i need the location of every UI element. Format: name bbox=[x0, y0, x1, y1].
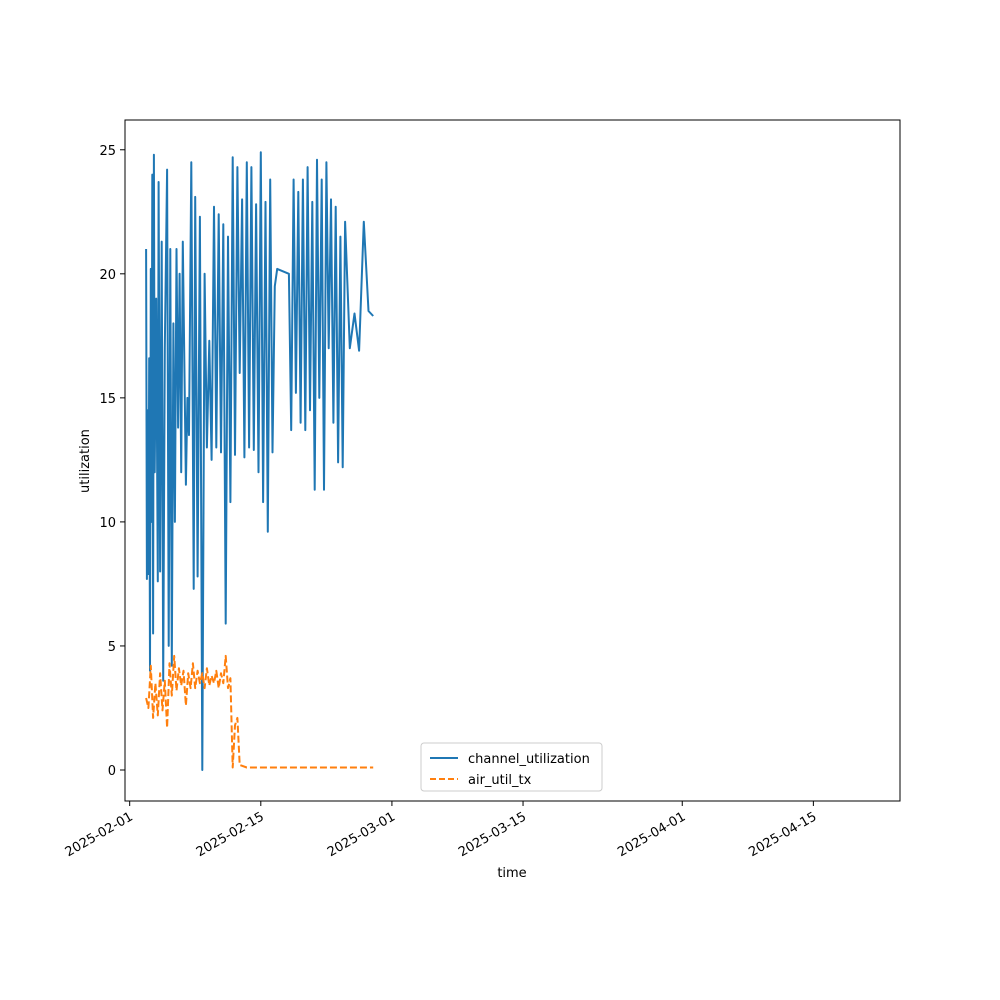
x-tick-label: 2025-04-15 bbox=[746, 809, 819, 860]
series-line-channel-utilization bbox=[145, 151, 374, 771]
y-axis: 0 5 10 15 20 25 bbox=[99, 144, 125, 779]
legend: channel_utilization air_util_tx bbox=[420, 742, 603, 792]
x-tick-label: 2025-02-01 bbox=[63, 809, 136, 860]
x-axis-title: time bbox=[497, 866, 526, 881]
x-tick-label: 2025-03-01 bbox=[325, 809, 398, 860]
y-tick-label: 20 bbox=[99, 268, 116, 283]
y-tick-label: 5 bbox=[108, 640, 116, 655]
plot-area bbox=[124, 119, 901, 802]
legend-label-channel-utilization: channel_utilization bbox=[468, 752, 590, 767]
legend-box bbox=[420, 742, 603, 792]
x-axis: 2025-02-01 2025-02-15 2025-03-01 2025-03-15… bbox=[63, 801, 819, 860]
y-tick-label: 15 bbox=[99, 392, 116, 407]
series-line-air-util-tx bbox=[145, 654, 374, 769]
y-tick-label: 25 bbox=[99, 144, 116, 159]
series-layer bbox=[145, 151, 374, 771]
y-tick-label: 10 bbox=[99, 516, 116, 531]
legend-label-air-util-tx: air_util_tx bbox=[468, 773, 532, 788]
x-tick-label: 2025-02-15 bbox=[194, 809, 267, 860]
x-tick-label: 2025-03-15 bbox=[456, 809, 529, 860]
x-tick-label: 2025-04-01 bbox=[615, 809, 688, 860]
y-axis-title: utilization bbox=[78, 429, 93, 493]
y-tick-label: 0 bbox=[108, 764, 116, 779]
